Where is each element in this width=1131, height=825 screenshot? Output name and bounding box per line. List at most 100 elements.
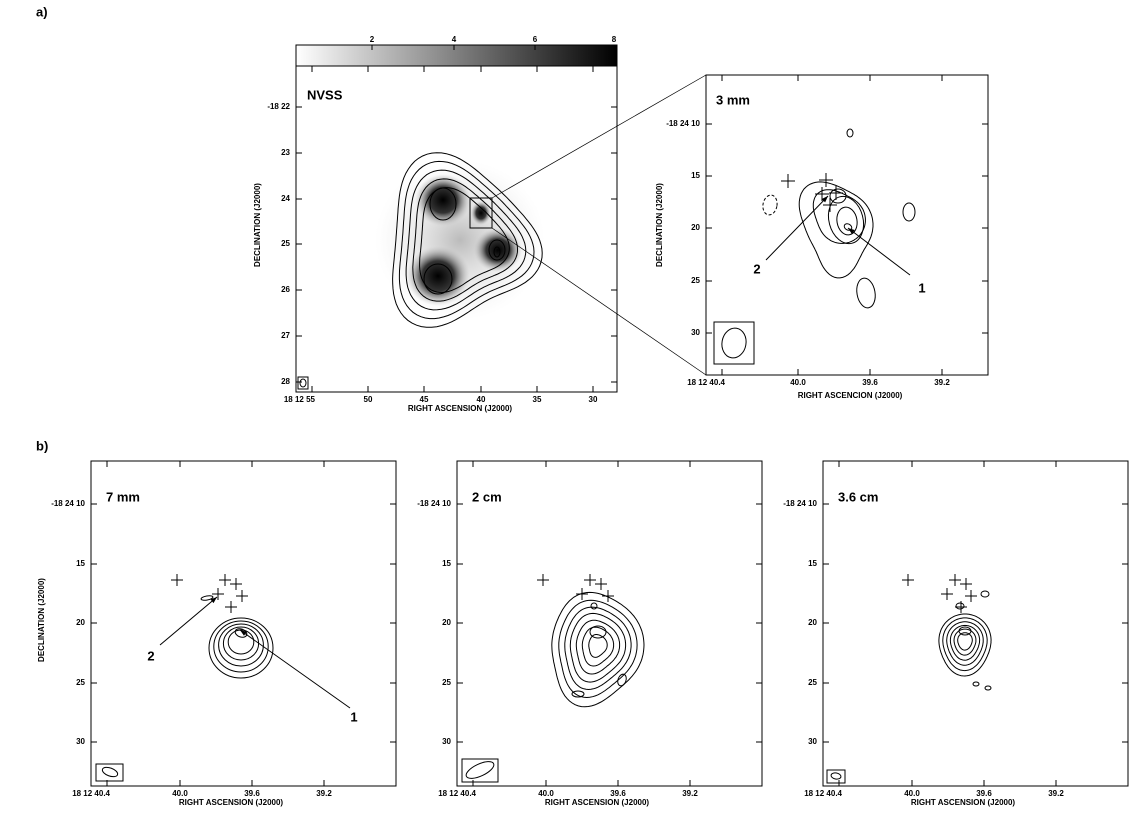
x-tick-label: 35 — [533, 395, 542, 404]
beam-box — [461, 758, 499, 783]
arrow-head — [210, 597, 217, 604]
x-axis-label: RIGHT ASCENSION (J2000) — [545, 798, 650, 807]
contour — [551, 591, 645, 708]
map-panel: NVSS 18 12 55 50 45 40 35 30 -18 22 23 24 25 26 27 28… — [253, 65, 618, 413]
y-tick-label: 30 — [808, 737, 817, 746]
contour — [958, 626, 972, 636]
y-tick-label: 25 — [281, 239, 290, 248]
colorbar-tick-label: 6 — [533, 35, 538, 44]
y-tick-label: 27 — [281, 331, 290, 340]
contour — [942, 617, 988, 672]
contour — [465, 761, 495, 779]
y-tick-label: 28 — [281, 377, 290, 386]
contour — [846, 128, 854, 138]
x-tick-label: 39.2 — [316, 789, 332, 798]
x-axis-label: RIGHT ASCENSION (J2000) — [911, 798, 1016, 807]
x-tick-label: 18 12 40.4 — [438, 789, 476, 798]
map-frame — [705, 74, 989, 376]
contour — [949, 624, 981, 661]
contour — [856, 277, 876, 309]
panel-label: a) — [36, 4, 48, 19]
contour — [902, 202, 916, 222]
arrow — [239, 629, 351, 709]
y-tick-label: -18 22 — [267, 102, 290, 111]
y-tick-label: 30 — [76, 737, 85, 746]
x-tick-label: 18 12 55 — [284, 395, 316, 404]
x-tick-label: 40.0 — [538, 789, 554, 798]
arrow — [765, 195, 829, 261]
contour — [569, 612, 627, 683]
y-tick-label: 25 — [442, 678, 451, 687]
map-label: 2 cm — [472, 489, 502, 504]
contour — [575, 619, 621, 675]
contour — [830, 772, 842, 780]
map-label: 3 mm — [716, 92, 750, 107]
y-tick-label: -18 24 10 — [417, 499, 451, 508]
y-axis-label: DECLINATION (J2000) — [253, 183, 262, 267]
beam-box — [297, 376, 309, 390]
contour — [843, 223, 853, 231]
contour — [980, 590, 990, 598]
contour — [227, 629, 255, 655]
x-tick-label: 39.6 — [244, 789, 260, 798]
arrow — [159, 596, 218, 646]
contour — [955, 602, 965, 610]
contour — [812, 189, 866, 244]
contour — [405, 169, 527, 311]
contour — [984, 685, 992, 691]
panel-label: b) — [36, 438, 48, 453]
y-tick-label: 15 — [691, 171, 700, 180]
map-frame — [822, 460, 1129, 787]
y-axis-label: DECLINATION (J2000) — [37, 578, 46, 662]
colorbar — [295, 44, 618, 67]
y-tick-label: 24 — [281, 194, 290, 203]
map-panel: 7 mm 18 12 40.4 40.0 39.6 39.2 -18 24 10 15 20 2… — [37, 460, 397, 807]
x-tick-label: 40.0 — [172, 789, 188, 798]
contour — [836, 206, 858, 236]
contour — [429, 187, 457, 221]
contour — [589, 625, 607, 639]
x-tick-label: 40 — [477, 395, 486, 404]
y-tick-label: 25 — [691, 276, 700, 285]
x-tick-label: 50 — [364, 395, 373, 404]
map-panel: 2 cm 18 12 40.4 40.0 39.6 39.2 -18 24 10 15 20 2… — [417, 460, 763, 807]
y-tick-label: 23 — [281, 148, 290, 157]
contour — [590, 602, 598, 610]
beam-box — [826, 769, 846, 784]
x-tick-label: 39.2 — [1048, 789, 1064, 798]
arrow-head — [240, 630, 247, 636]
y-tick-label: -18 24 10 — [666, 119, 700, 128]
contour — [581, 626, 615, 667]
y-tick-label: 20 — [808, 618, 817, 627]
x-tick-label: 40.0 — [904, 789, 920, 798]
y-tick-label: -18 24 10 — [51, 499, 85, 508]
y-tick-label: 25 — [76, 678, 85, 687]
contour — [423, 263, 453, 295]
y-tick-label: 20 — [691, 223, 700, 232]
map-panel: 3 mm 18 12 40.4 40.0 39.6 39.2 -18 24 10 15 20 2… — [655, 74, 989, 400]
annotation: 2 — [753, 261, 760, 276]
x-tick-label: 18 12 40.4 — [72, 789, 110, 798]
contour — [213, 620, 269, 673]
contour — [419, 187, 510, 293]
beam — [299, 378, 307, 388]
x-axis-label: RIGHT ASCENSION (J2000) — [408, 404, 513, 413]
annotation: 1 — [918, 280, 925, 295]
contour — [938, 613, 992, 677]
contour — [798, 181, 874, 279]
zoom-lines — [469, 74, 707, 376]
contour — [101, 766, 119, 778]
contour — [488, 239, 506, 261]
contour — [946, 621, 984, 666]
contour — [721, 327, 747, 359]
contour — [200, 595, 214, 601]
contour — [412, 178, 519, 302]
x-tick-label: 18 12 40.4 — [687, 378, 725, 387]
colorbar-tick-label: 2 — [370, 35, 375, 44]
contour — [392, 152, 543, 328]
x-tick-label: 39.2 — [934, 378, 950, 387]
nvss-image — [375, 160, 545, 320]
y-tick-label: 15 — [442, 559, 451, 568]
